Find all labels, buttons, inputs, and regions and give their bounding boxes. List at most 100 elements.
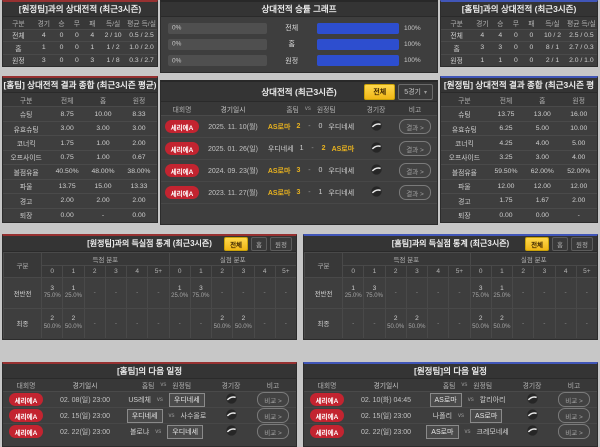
league-badge: 세리에A	[309, 409, 345, 422]
record-row: 전체 4 4 0 0 10 / 2 2.5 / 0.5	[441, 28, 597, 42]
column-header: 비고	[567, 383, 581, 390]
percent: 50.0%	[43, 323, 61, 330]
count: 1	[177, 284, 182, 292]
summary-row: 퇴장 0.00 - 0.00	[3, 207, 157, 222]
percent: 25.0%	[493, 293, 511, 300]
stadium-icon[interactable]	[370, 142, 382, 155]
games-count-dropdown[interactable]: 5경기	[398, 83, 433, 100]
compare-button[interactable]: 비교 >	[257, 408, 289, 423]
match-date: 02. 22(일) 23:00	[360, 428, 412, 436]
note-cell: 결과 >	[393, 163, 437, 178]
team-bar-track	[316, 55, 399, 67]
note-cell: 결과 >	[393, 185, 437, 200]
league-cell: 세리에A	[304, 409, 350, 422]
home-score: 1	[299, 145, 304, 152]
summary-row: 슈팅 13.75 13.00 16.00	[441, 106, 597, 120]
home-team-name: 볼로냐	[129, 428, 150, 436]
result-button[interactable]: 결과 >	[399, 163, 431, 178]
summary-cell: 1.75	[499, 197, 513, 205]
result-button[interactable]: 결과 >	[399, 185, 431, 200]
panel-title: [홈팀]과의 상대전적 (최근3시즌)	[441, 2, 597, 17]
stat-value: 2 50.0%	[493, 315, 510, 331]
column-header: 패	[89, 20, 96, 28]
tab-away[interactable]: 원정	[270, 236, 292, 251]
concede-group-header: 실점 분포	[469, 252, 597, 265]
results-table: 대회명 경기일시 홈팀 vs 원정팀 경기장 비고 세리에A 2025. 11. 10(월) AS…	[161, 102, 437, 204]
schedule-rows: 세리에A 02. 10(화) 04:45 AS로마 vs 칼리아리 비교 > 세리에A 02.…	[304, 392, 597, 439]
winrate-row-label: 전체	[285, 25, 299, 33]
compare-button[interactable]: 비교 >	[257, 392, 289, 407]
result-button[interactable]: 결과 >	[399, 119, 431, 134]
stadium-icon[interactable]	[526, 409, 538, 422]
record-row: 원정 1 1 0 0 2 / 1 2.0 / 1.0	[441, 53, 597, 67]
summary-cell: 38.00%	[127, 168, 151, 176]
stadium-icon[interactable]	[370, 164, 382, 177]
compare-button[interactable]: 비교 >	[558, 408, 590, 423]
panel-home-schedule: [홈팀]의 다음 일정 대회명 경기일시 홈팀 vs 원정팀 경기장 비고 세리에A 02. 0…	[2, 362, 297, 447]
percent: 75.0%	[43, 293, 61, 300]
stat-cell: -	[253, 277, 275, 308]
count: 2	[71, 315, 76, 323]
bin-header: 1	[363, 265, 385, 277]
summary-cell: 퇴장	[458, 213, 471, 221]
stadium-cell	[212, 425, 250, 438]
panel-title: [원정팀]과의 득실점 통계 (최근3시즌)	[87, 239, 212, 248]
compare-button[interactable]: 비교 >	[558, 424, 590, 439]
stadium-icon[interactable]	[225, 393, 237, 406]
stadium-icon[interactable]	[225, 409, 237, 422]
compare-button[interactable]: 비교 >	[558, 392, 590, 407]
empty-value: -	[564, 319, 567, 327]
league-cell: 세리에A	[161, 164, 203, 177]
stadium-icon[interactable]	[225, 425, 237, 438]
row-label: 전체	[12, 33, 25, 41]
tab-all[interactable]: 전체	[224, 236, 249, 251]
stat-cell: -	[575, 307, 597, 338]
left-percent-label: 0%	[172, 40, 182, 48]
stat-cell: -	[384, 277, 406, 308]
bin-header: 5+	[575, 265, 597, 277]
stat-cell: -	[232, 277, 254, 308]
tab-away[interactable]: 원정	[571, 236, 593, 251]
compare-button[interactable]: 비교 >	[257, 424, 289, 439]
tab-home[interactable]: 홈	[552, 236, 569, 251]
summary-cell: 3.25	[499, 153, 513, 161]
stat-cell: -	[448, 307, 470, 338]
summary-cell: 12.00	[533, 182, 551, 190]
tab-all[interactable]: 전체	[525, 236, 550, 251]
tab-home[interactable]: 홈	[251, 236, 268, 251]
tab-all[interactable]: 전체	[364, 83, 396, 100]
team-bar-track	[316, 38, 399, 50]
record-cell: 2.7 / 0.3	[569, 44, 594, 52]
stat-cell: -	[448, 277, 470, 308]
record-cell: 0	[513, 56, 518, 64]
stat-cell: 2 50.0%	[490, 307, 513, 338]
result-button[interactable]: 결과 >	[399, 141, 431, 156]
score-separator: -	[308, 123, 311, 130]
bin-header: 1	[62, 265, 84, 277]
empty-value: -	[136, 319, 139, 327]
column-header: 비고	[266, 383, 280, 390]
stat-cell: -	[126, 277, 148, 308]
column-header: 승	[497, 20, 504, 28]
column-header: 경기장	[221, 383, 241, 390]
percent: 50.0%	[493, 323, 511, 330]
bin-header: 2	[83, 265, 105, 277]
stadium-icon[interactable]	[370, 186, 382, 199]
column-header: 비고	[408, 106, 422, 114]
note-cell: 비교 >	[551, 392, 597, 407]
record-cell: 0	[529, 44, 534, 52]
league-cell: 세리에A	[304, 393, 350, 406]
record-table: 구분 경기 승 무 패 득/실 평균 득/실 전체 4 0 0 4 2 / 10 0.5 / 2.5 홈 1 0…	[3, 17, 157, 66]
stat-cell: 1 25.0%	[168, 277, 190, 308]
stat-value: 2 50.0%	[44, 315, 61, 331]
stadium-icon[interactable]	[526, 425, 538, 438]
stat-value: 3 75.0%	[44, 285, 61, 301]
stadium-icon[interactable]	[526, 393, 538, 406]
stadium-cell	[212, 409, 250, 422]
stadium-icon[interactable]	[370, 120, 382, 133]
away-score: 0	[318, 167, 323, 174]
bin-header: 2	[211, 265, 233, 277]
stat-value: 3 75.0%	[192, 285, 209, 301]
count: 1	[71, 284, 76, 292]
column-header: 득/실	[105, 20, 121, 28]
